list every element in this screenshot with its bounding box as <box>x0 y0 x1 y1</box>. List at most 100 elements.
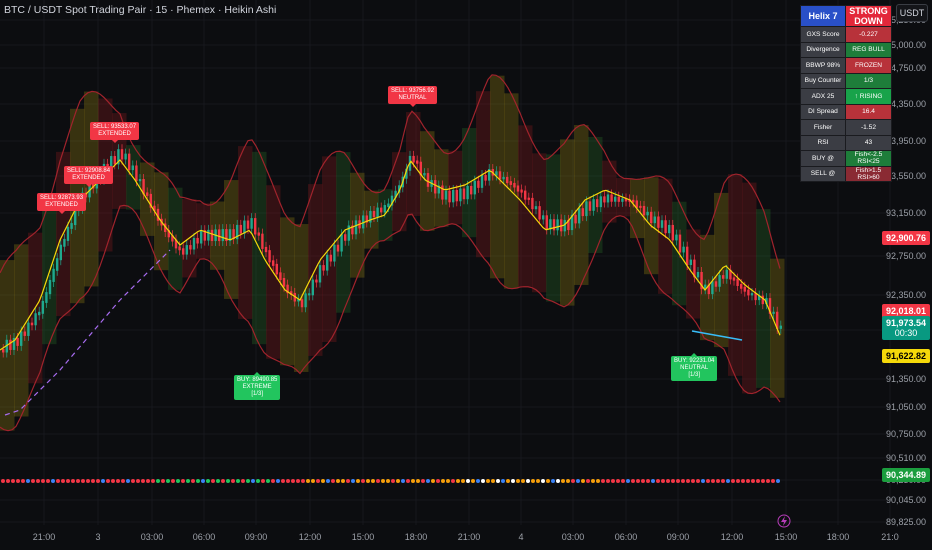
candle <box>174 239 178 249</box>
time-tick-label: 12:00 <box>299 532 322 542</box>
panel-value: Fish<-2.5 RSI<25 <box>845 150 892 167</box>
sell-signal-label: SELL: 92873.93 EXTENDED <box>37 193 87 214</box>
candle <box>714 281 718 287</box>
signal-dot <box>406 479 410 483</box>
candle <box>52 268 55 282</box>
signal-dot <box>16 479 20 483</box>
candle <box>473 180 476 195</box>
lightning-icon[interactable] <box>777 514 791 528</box>
signal-dot <box>236 479 240 483</box>
signal-dot <box>506 479 510 483</box>
candle <box>556 219 559 231</box>
signal-dot <box>221 479 225 483</box>
signal-dot <box>561 479 565 483</box>
signal-dot <box>641 479 645 483</box>
candle <box>740 283 743 289</box>
candle <box>192 237 196 250</box>
panel-key: BUY @ <box>800 150 846 167</box>
price-badge: 92,900.76 <box>881 231 930 245</box>
candle <box>581 208 584 217</box>
panel-value: ↑ RISING <box>845 88 892 105</box>
signal-dot <box>511 479 515 483</box>
buy-signal-label: BUY: 92231.04 NEUTRAL [1/3] <box>671 353 718 381</box>
candle <box>747 289 750 296</box>
signal-dot <box>716 479 720 483</box>
signal-dot <box>151 479 155 483</box>
signal-dot <box>176 479 180 483</box>
candle <box>210 229 214 242</box>
candle <box>772 311 775 314</box>
panel-key: Fisher <box>800 119 846 136</box>
signal-dot <box>536 479 540 483</box>
candle <box>545 215 548 230</box>
signal-dot <box>756 479 760 483</box>
candle <box>423 173 426 176</box>
signal-dot <box>141 479 145 483</box>
panel-value: FROZEN <box>845 57 892 74</box>
candle <box>34 313 37 326</box>
signal-dot <box>451 479 455 483</box>
signal-dot <box>46 479 50 483</box>
candle <box>196 237 199 244</box>
time-axis: 21:00 3 03:00 06:00 09:00 12:00 15:00 18:00 21:0… <box>33 532 899 542</box>
signal-dot <box>351 479 355 483</box>
signal-dot <box>701 479 705 483</box>
panel-row: GXS Score -0.227 <box>800 26 892 43</box>
candle <box>146 192 149 196</box>
candle <box>668 224 671 234</box>
signal-dot <box>81 479 85 483</box>
candle <box>243 220 246 234</box>
candle <box>776 311 779 329</box>
indicator-lines <box>0 159 781 416</box>
panel-name: Helix 7 <box>800 5 846 27</box>
candle <box>286 284 289 294</box>
candle <box>743 286 746 292</box>
candle <box>617 196 620 202</box>
currency-button[interactable]: USDT <box>896 4 928 22</box>
sell-signal-label: SELL: 93756.92 NEUTRAL <box>388 86 438 107</box>
signal-dot <box>656 479 660 483</box>
signal-dot <box>646 479 650 483</box>
candle <box>246 220 250 229</box>
candle <box>225 229 228 242</box>
signal-dot <box>61 479 65 483</box>
signal-dot <box>271 479 275 483</box>
candle <box>318 265 322 283</box>
panel-value: 1/3 <box>845 72 892 89</box>
candle <box>750 293 754 296</box>
panel-row: ADX 25 ↑ RISING <box>800 88 892 105</box>
candle <box>484 175 487 181</box>
signal-dot <box>206 479 210 483</box>
candle <box>452 189 455 203</box>
price-tick-label: 94,350.00 <box>886 99 926 109</box>
candle <box>70 223 73 229</box>
signal-dot <box>636 479 640 483</box>
candle <box>675 234 678 241</box>
candle <box>736 278 739 286</box>
candle <box>599 196 602 208</box>
panel-key: GXS Score <box>800 26 846 43</box>
signal-dot <box>361 479 365 483</box>
price-tick-label: 92,350.00 <box>886 290 926 300</box>
candle <box>567 219 570 231</box>
candle <box>2 349 5 353</box>
signal-dot <box>771 479 775 483</box>
candle <box>30 322 34 326</box>
candle <box>718 275 721 287</box>
divergence-line <box>4 249 171 416</box>
candle <box>120 149 124 160</box>
candle <box>682 246 685 253</box>
candle <box>171 235 174 242</box>
signal-dot <box>496 479 500 483</box>
candle <box>664 220 667 234</box>
candle <box>383 205 386 213</box>
candle <box>552 219 556 231</box>
signal-dot <box>526 479 530 483</box>
signal-dot <box>441 479 445 483</box>
candle <box>390 195 394 206</box>
signal-dots-row <box>1 479 780 483</box>
candle <box>426 173 430 187</box>
signal-dot <box>66 479 70 483</box>
signal-dot <box>776 479 780 483</box>
